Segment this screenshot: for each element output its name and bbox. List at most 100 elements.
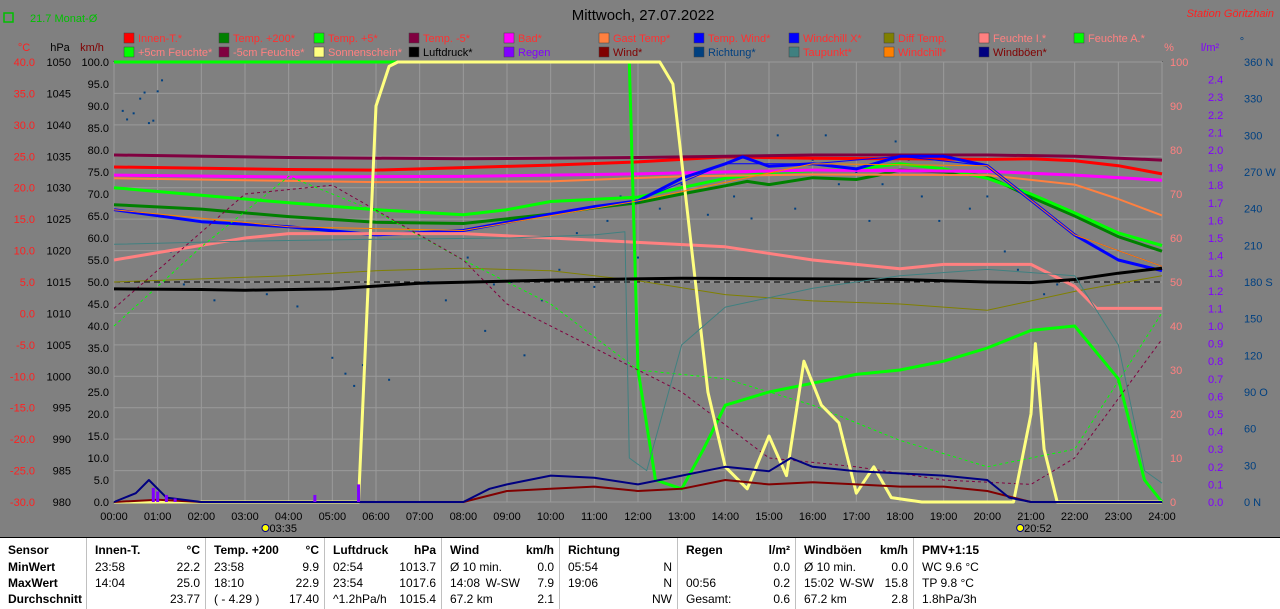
wind-tick: 25.0: [88, 387, 109, 399]
direction-point: [344, 372, 347, 375]
temp-tick: -15.0: [10, 403, 35, 415]
legend-label: Temp. -5*: [423, 33, 471, 45]
legend-item[interactable]: Temp. +200*: [218, 32, 296, 45]
time-tick: 15:00: [755, 511, 783, 523]
stat-cell-time: 14:04: [95, 576, 126, 590]
legend[interactable]: Innen-T.* Temp. +200* Temp. +5* Temp. -5* Ba…: [123, 32, 1146, 59]
stat-cell-time: 1.8hPa/3h: [922, 592, 977, 606]
legend-label: Feuchte I.*: [993, 33, 1047, 45]
row-label-sensor: Sensor: [8, 543, 49, 557]
direction-point: [361, 364, 364, 367]
time-tick: 16:00: [799, 511, 827, 523]
pressure-tick: 990: [53, 434, 71, 446]
statistics-table: Sensor MinWert MaxWert Durchschnitt Inne…: [0, 537, 1280, 609]
stat-row: ^1.2hPa/h 1015.4: [333, 592, 436, 608]
legend-swatch: [218, 46, 230, 58]
legend-swatch: [408, 32, 420, 44]
humidity-tick: 90: [1170, 101, 1182, 113]
stat-column: Windböen km/h Ø 10 min. 0.0 15:02 W-SW 15.8 67.…: [795, 538, 914, 609]
direction-point: [143, 91, 146, 94]
direction-point: [132, 112, 135, 115]
legend-item[interactable]: Regen: [503, 46, 550, 59]
stat-row: 14:04 25.0: [95, 576, 200, 592]
time-tick: 19:00: [930, 511, 958, 523]
legend-item[interactable]: Taupunkt*: [788, 46, 853, 59]
direction-tick: 0 N: [1244, 497, 1261, 509]
legend-swatch: [788, 32, 800, 44]
humidity-tick: 100: [1170, 57, 1188, 69]
legend-item[interactable]: Diff Temp.: [883, 32, 947, 45]
time-tick: 10:00: [537, 511, 565, 523]
legend-item[interactable]: Bad*: [503, 32, 543, 45]
direction-point: [811, 158, 814, 161]
direction-point: [1016, 268, 1019, 271]
axis-unit-rain: l/m²: [1201, 42, 1220, 54]
stat-row: Ø 10 min. 0.0: [450, 560, 554, 576]
weather-chart: °C hPa km/h% l/m² ° 40.0 35.0 30.0 25.0 20.0 15.0 1…: [3, 7, 1276, 535]
legend-item[interactable]: Innen-T.*: [123, 32, 183, 45]
legend-item[interactable]: Temp. +5*: [313, 32, 379, 45]
direction-point: [824, 134, 827, 137]
direction-point: [213, 299, 216, 302]
legend-item[interactable]: +5cm Feuchte*: [123, 46, 213, 59]
direction-point: [986, 195, 989, 198]
series-line: [114, 60, 1162, 504]
legend-item[interactable]: Windchill*: [883, 46, 947, 59]
legend-item[interactable]: Feuchte I.*: [978, 32, 1047, 45]
direction-tick: 210: [1244, 240, 1262, 252]
legend-label: Innen-T.*: [138, 33, 183, 45]
stat-column-unit: l/m²: [768, 543, 790, 557]
legend-item[interactable]: Windböen*: [978, 46, 1048, 59]
stat-row: 0.0: [686, 560, 790, 576]
sunset-label: 20:52: [1024, 523, 1052, 535]
rain-bar: [156, 491, 160, 502]
stat-cell-value: 15.8: [884, 576, 908, 590]
legend-item[interactable]: Richtung*: [693, 46, 756, 59]
temp-tick: -10.0: [10, 371, 35, 383]
direction-tick: 120: [1244, 350, 1262, 362]
legend-swatch: [123, 32, 135, 44]
direction-point: [575, 232, 578, 235]
wind-tick: 5.0: [94, 475, 109, 487]
legend-swatch: [978, 46, 990, 58]
legend-item[interactable]: Feuchte A.*: [1073, 32, 1146, 45]
stat-cell-value: 22.9: [295, 576, 319, 590]
legend-item[interactable]: Windchill X*: [788, 32, 862, 45]
time-tick: 02:00: [188, 511, 216, 523]
stat-cell-value: 7.9: [537, 576, 554, 590]
wind-tick: 60.0: [88, 233, 109, 245]
rain-tick: 0.0: [1208, 497, 1223, 509]
pressure-tick: 1030: [47, 183, 71, 195]
temp-tick: -30.0: [10, 497, 35, 509]
stat-row: TP 9.8 °C: [922, 576, 1028, 592]
stat-column: Wind km/h Ø 10 min. 0.0 14:08 W-SW 7.9 67.2 km 2…: [441, 538, 560, 609]
time-tick: 17:00: [843, 511, 871, 523]
legend-item[interactable]: Luftdruck*: [408, 46, 473, 59]
legend-item[interactable]: Wind*: [598, 46, 643, 59]
stat-row: 05:54 N: [568, 560, 672, 576]
legend-item[interactable]: -5cm Feuchte*: [218, 46, 305, 59]
legend-item[interactable]: Temp. -5*: [408, 32, 471, 45]
direction-point: [680, 183, 683, 186]
legend-item[interactable]: Temp. Wind*: [693, 32, 771, 45]
station-name: Station Göritzhain: [1187, 8, 1274, 20]
direction-point: [444, 299, 447, 302]
rain-tick: 0.4: [1208, 427, 1223, 439]
stat-cell-value: 25.0: [176, 576, 200, 590]
direction-point: [776, 134, 779, 137]
stat-cell-value: 9.9: [302, 560, 319, 574]
series-line: [113, 457, 1162, 503]
stat-row: WC 9.6 °C: [922, 560, 1028, 576]
time-tick: 04:00: [275, 511, 303, 523]
stat-cell-time: Ø 10 min.: [804, 560, 857, 574]
series-line: [113, 175, 1163, 468]
legend-item[interactable]: Gast Temp*: [598, 32, 671, 45]
humidity-tick: 60: [1170, 233, 1182, 245]
stat-cell-time: 23:58: [214, 560, 245, 574]
stat-row: 23:58 22.2: [95, 560, 200, 576]
legend-item[interactable]: Sonnenschein*: [313, 46, 403, 59]
stat-cell-time: 18:10: [214, 576, 245, 590]
stat-row: 00:56 0.2: [686, 576, 790, 592]
legend-swatch: [693, 32, 705, 44]
stat-row: 23.77: [95, 592, 200, 608]
